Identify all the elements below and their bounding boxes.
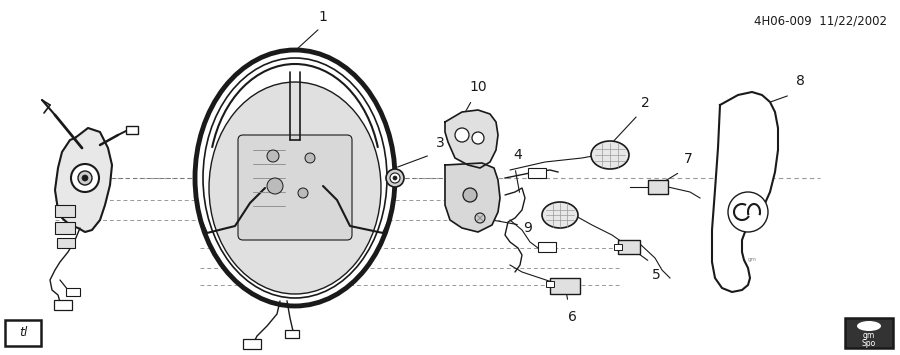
Bar [614, 244, 622, 250]
Polygon shape [712, 92, 778, 292]
Ellipse shape [542, 202, 578, 228]
Bar [126, 126, 138, 134]
Circle shape [267, 178, 283, 194]
Bar [538, 242, 556, 252]
Circle shape [463, 188, 477, 202]
Bar [55, 222, 75, 234]
Circle shape [728, 192, 768, 232]
Text: 7: 7 [684, 152, 692, 166]
Polygon shape [445, 110, 498, 168]
FancyBboxPatch shape [238, 135, 352, 240]
Text: 8: 8 [796, 74, 805, 88]
Bar [648, 180, 668, 194]
Bar [546, 281, 554, 287]
Polygon shape [55, 128, 112, 232]
Text: gm: gm [863, 332, 875, 340]
Circle shape [298, 188, 308, 198]
Text: 10: 10 [469, 80, 487, 94]
Text: 2: 2 [641, 96, 650, 110]
Circle shape [78, 171, 92, 185]
Text: 1: 1 [319, 10, 328, 24]
Bar [5, 320, 41, 346]
Bar [55, 205, 75, 217]
Bar [66, 288, 80, 296]
Text: Spo: Spo [862, 339, 876, 348]
Circle shape [390, 173, 400, 183]
Ellipse shape [209, 82, 381, 294]
Ellipse shape [857, 321, 881, 331]
Bar [528, 168, 546, 178]
Text: 4: 4 [514, 148, 522, 162]
Circle shape [475, 213, 485, 223]
Ellipse shape [591, 141, 629, 169]
Circle shape [455, 128, 469, 142]
Bar [57, 238, 75, 248]
Text: 4H06-009  11/22/2002: 4H06-009 11/22/2002 [754, 14, 887, 27]
Text: 6: 6 [568, 310, 576, 324]
Bar [618, 240, 640, 254]
Circle shape [82, 175, 88, 181]
Text: gm: gm [748, 257, 757, 262]
Circle shape [393, 176, 397, 180]
Circle shape [71, 164, 99, 192]
Bar [550, 278, 580, 294]
Bar [54, 300, 72, 310]
Bar [285, 330, 299, 338]
Text: 5: 5 [652, 268, 661, 282]
Text: 3: 3 [436, 136, 445, 150]
Circle shape [305, 153, 315, 163]
Circle shape [267, 150, 279, 162]
Ellipse shape [195, 50, 395, 306]
Text: 9: 9 [524, 221, 533, 235]
Text: tl: tl [19, 327, 27, 339]
Circle shape [472, 132, 484, 144]
Bar [243, 339, 261, 349]
Bar [845, 318, 893, 348]
Polygon shape [445, 163, 500, 232]
Circle shape [386, 169, 404, 187]
